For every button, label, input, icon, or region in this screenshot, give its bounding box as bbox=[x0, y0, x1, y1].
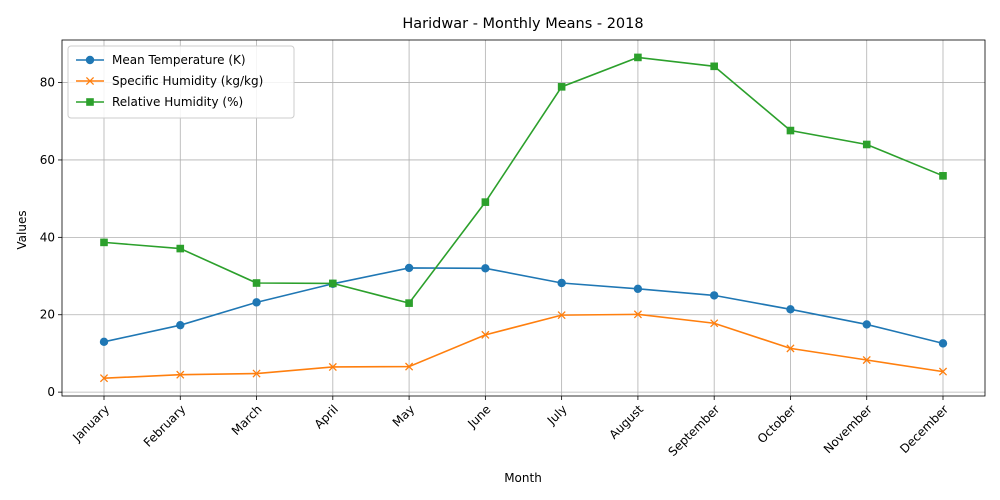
x-tick-label: July bbox=[544, 402, 570, 428]
series-line bbox=[103, 267, 944, 345]
data-point bbox=[786, 126, 795, 135]
x-tick-label: March bbox=[229, 402, 265, 438]
series-line bbox=[103, 313, 944, 379]
data-point bbox=[634, 53, 642, 62]
data-point bbox=[481, 330, 490, 339]
data-point bbox=[862, 320, 871, 329]
data-point bbox=[938, 367, 948, 376]
data-point bbox=[99, 337, 109, 347]
data-point bbox=[938, 339, 948, 348]
data-point bbox=[862, 355, 871, 365]
data-point bbox=[633, 310, 642, 319]
data-point bbox=[99, 374, 109, 383]
x-axis-label: Month bbox=[504, 471, 542, 485]
data-point bbox=[176, 370, 185, 379]
series-line bbox=[103, 56, 944, 305]
data-point bbox=[100, 238, 108, 247]
data-point bbox=[328, 362, 337, 372]
legend-marker bbox=[85, 55, 95, 65]
data-point bbox=[405, 362, 414, 371]
y-tick-label: 40 bbox=[40, 230, 55, 244]
y-tick-label: 80 bbox=[40, 76, 55, 90]
x-tick-label: September bbox=[666, 402, 723, 459]
x-tick-label: June bbox=[464, 402, 493, 431]
plot-frame bbox=[61, 39, 986, 397]
legend-box bbox=[67, 45, 295, 119]
data-point bbox=[557, 311, 566, 320]
series-1 bbox=[99, 310, 948, 383]
x-tick-label: January bbox=[69, 402, 112, 445]
x-tick-label: December bbox=[897, 402, 951, 456]
data-point bbox=[557, 83, 566, 91]
data-point bbox=[176, 320, 185, 330]
x-tick-label: February bbox=[141, 402, 189, 450]
x-tick-label: October bbox=[755, 402, 799, 446]
data-point bbox=[710, 319, 719, 328]
legend-label: Specific Humidity (kg/kg) bbox=[112, 74, 263, 88]
legend-item: Mean Temperature (K) bbox=[76, 53, 246, 67]
series-0 bbox=[99, 263, 948, 348]
legend-item: Relative Humidity (%) bbox=[76, 95, 243, 109]
chart-title: Haridwar - Monthly Means - 2018 bbox=[402, 16, 643, 32]
data-point bbox=[176, 244, 185, 253]
x-tick-label: November bbox=[821, 402, 875, 456]
data-point bbox=[329, 279, 337, 288]
legend: Mean Temperature (K) Specific Humidity (k… bbox=[67, 45, 295, 119]
data-point bbox=[481, 264, 490, 273]
y-tick-label: 20 bbox=[40, 308, 55, 322]
data-point bbox=[786, 305, 795, 314]
x-tick-label: May bbox=[390, 402, 417, 429]
x-tick-label: August bbox=[606, 402, 646, 442]
y-tick-label: 60 bbox=[40, 153, 55, 167]
y-axis-label: Values bbox=[15, 210, 29, 249]
y-tick-label: 0 bbox=[47, 385, 55, 399]
data-point bbox=[252, 279, 261, 287]
data-point bbox=[252, 298, 261, 307]
legend-label: Relative Humidity (%) bbox=[112, 95, 243, 109]
data-point bbox=[786, 344, 795, 353]
data-point bbox=[710, 62, 718, 71]
legend-marker bbox=[86, 98, 94, 106]
data-point bbox=[481, 198, 490, 206]
y-axis-ticks: 0 20 40 60 80 bbox=[40, 76, 62, 399]
legend-item: Specific Humidity (kg/kg) bbox=[76, 74, 263, 88]
data-point bbox=[405, 299, 413, 307]
series-layer bbox=[99, 53, 948, 383]
data-point bbox=[939, 172, 947, 180]
data-point bbox=[252, 369, 261, 378]
data-point bbox=[709, 291, 719, 300]
data-point bbox=[633, 284, 643, 294]
data-point bbox=[404, 263, 414, 273]
series-2 bbox=[100, 53, 947, 307]
data-point bbox=[862, 140, 871, 149]
x-tick-label: April bbox=[312, 402, 341, 431]
data-point bbox=[557, 278, 566, 288]
legend-marker bbox=[85, 76, 95, 86]
x-axis-ticks: January February March April May June July Augu… bbox=[69, 396, 951, 459]
legend-label: Mean Temperature (K) bbox=[112, 53, 246, 67]
